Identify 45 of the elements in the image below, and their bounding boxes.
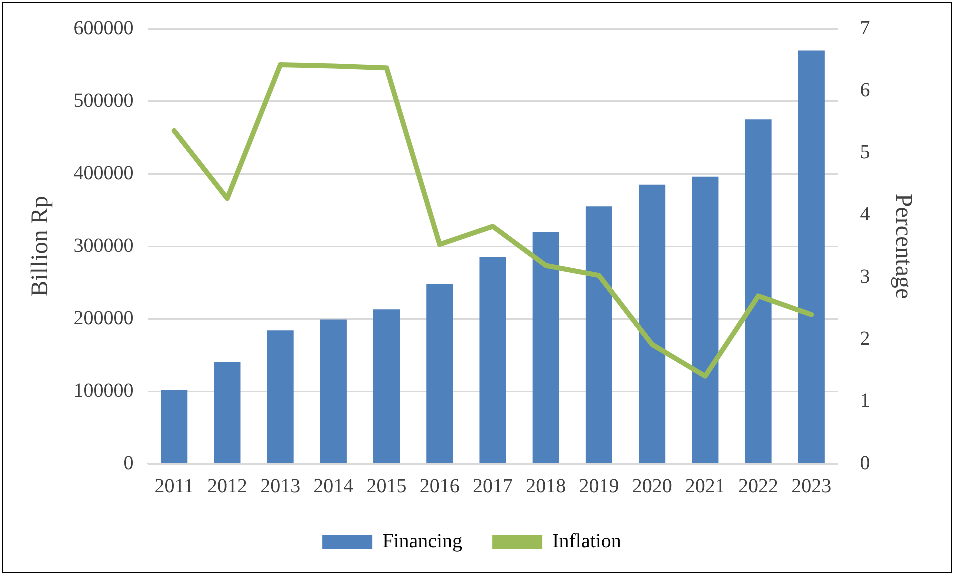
- y2-tick-label: 7: [860, 17, 870, 40]
- y2-tick-label: 1: [860, 390, 870, 412]
- x-tick-label: 2014: [314, 475, 354, 498]
- y-tick-label: 200000: [74, 307, 134, 330]
- y2-tick-label: 2: [860, 328, 870, 350]
- bar: [267, 330, 294, 464]
- x-tick-label: 2021: [685, 475, 726, 498]
- x-tick-label: 2012: [207, 475, 248, 498]
- y-tick-label: 500000: [74, 90, 134, 112]
- y-tick-label: 400000: [74, 162, 134, 184]
- y2-axis-title: Percentage: [890, 194, 916, 300]
- x-tick-label: 2023: [792, 475, 832, 498]
- bar: [480, 257, 506, 464]
- bar: [692, 176, 719, 464]
- bar: [532, 232, 560, 464]
- y2-tick-label: 5: [860, 142, 870, 164]
- bar: [586, 206, 612, 464]
- x-tick-label: 2013: [260, 475, 301, 498]
- y-tick-label: 100000: [74, 380, 134, 402]
- bar: [426, 284, 454, 464]
- y-tick-label: 600000: [74, 17, 134, 40]
- y-tick-label: 0: [124, 452, 134, 474]
- x-tick-label: 2018: [526, 475, 566, 498]
- x-tick-label: 2019: [579, 475, 620, 498]
- y-tick-label: 300000: [74, 234, 134, 257]
- y2-tick-label: 4: [860, 204, 870, 226]
- y2-tick-label: 0: [860, 452, 870, 474]
- bar: [214, 362, 241, 464]
- bar: [745, 120, 772, 464]
- x-tick-label: 2011: [154, 475, 194, 498]
- y-axis-title: Billion Rp: [28, 196, 54, 297]
- legend-label: Inflation: [552, 530, 622, 552]
- x-tick-label: 2015: [366, 475, 407, 498]
- x-tick-label: 2022: [738, 475, 779, 498]
- bar: [320, 320, 347, 464]
- y2-tick-label: 6: [860, 79, 870, 102]
- bar: [639, 184, 666, 464]
- bar: [798, 50, 825, 464]
- x-tick-label: 2020: [632, 475, 672, 498]
- legend-label: Financing: [382, 530, 463, 552]
- x-tick-label: 2016: [420, 475, 460, 498]
- x-tick-label: 2017: [473, 475, 513, 498]
- bar: [374, 310, 400, 464]
- bar: [161, 390, 188, 464]
- y2-tick-label: 3: [860, 266, 870, 288]
